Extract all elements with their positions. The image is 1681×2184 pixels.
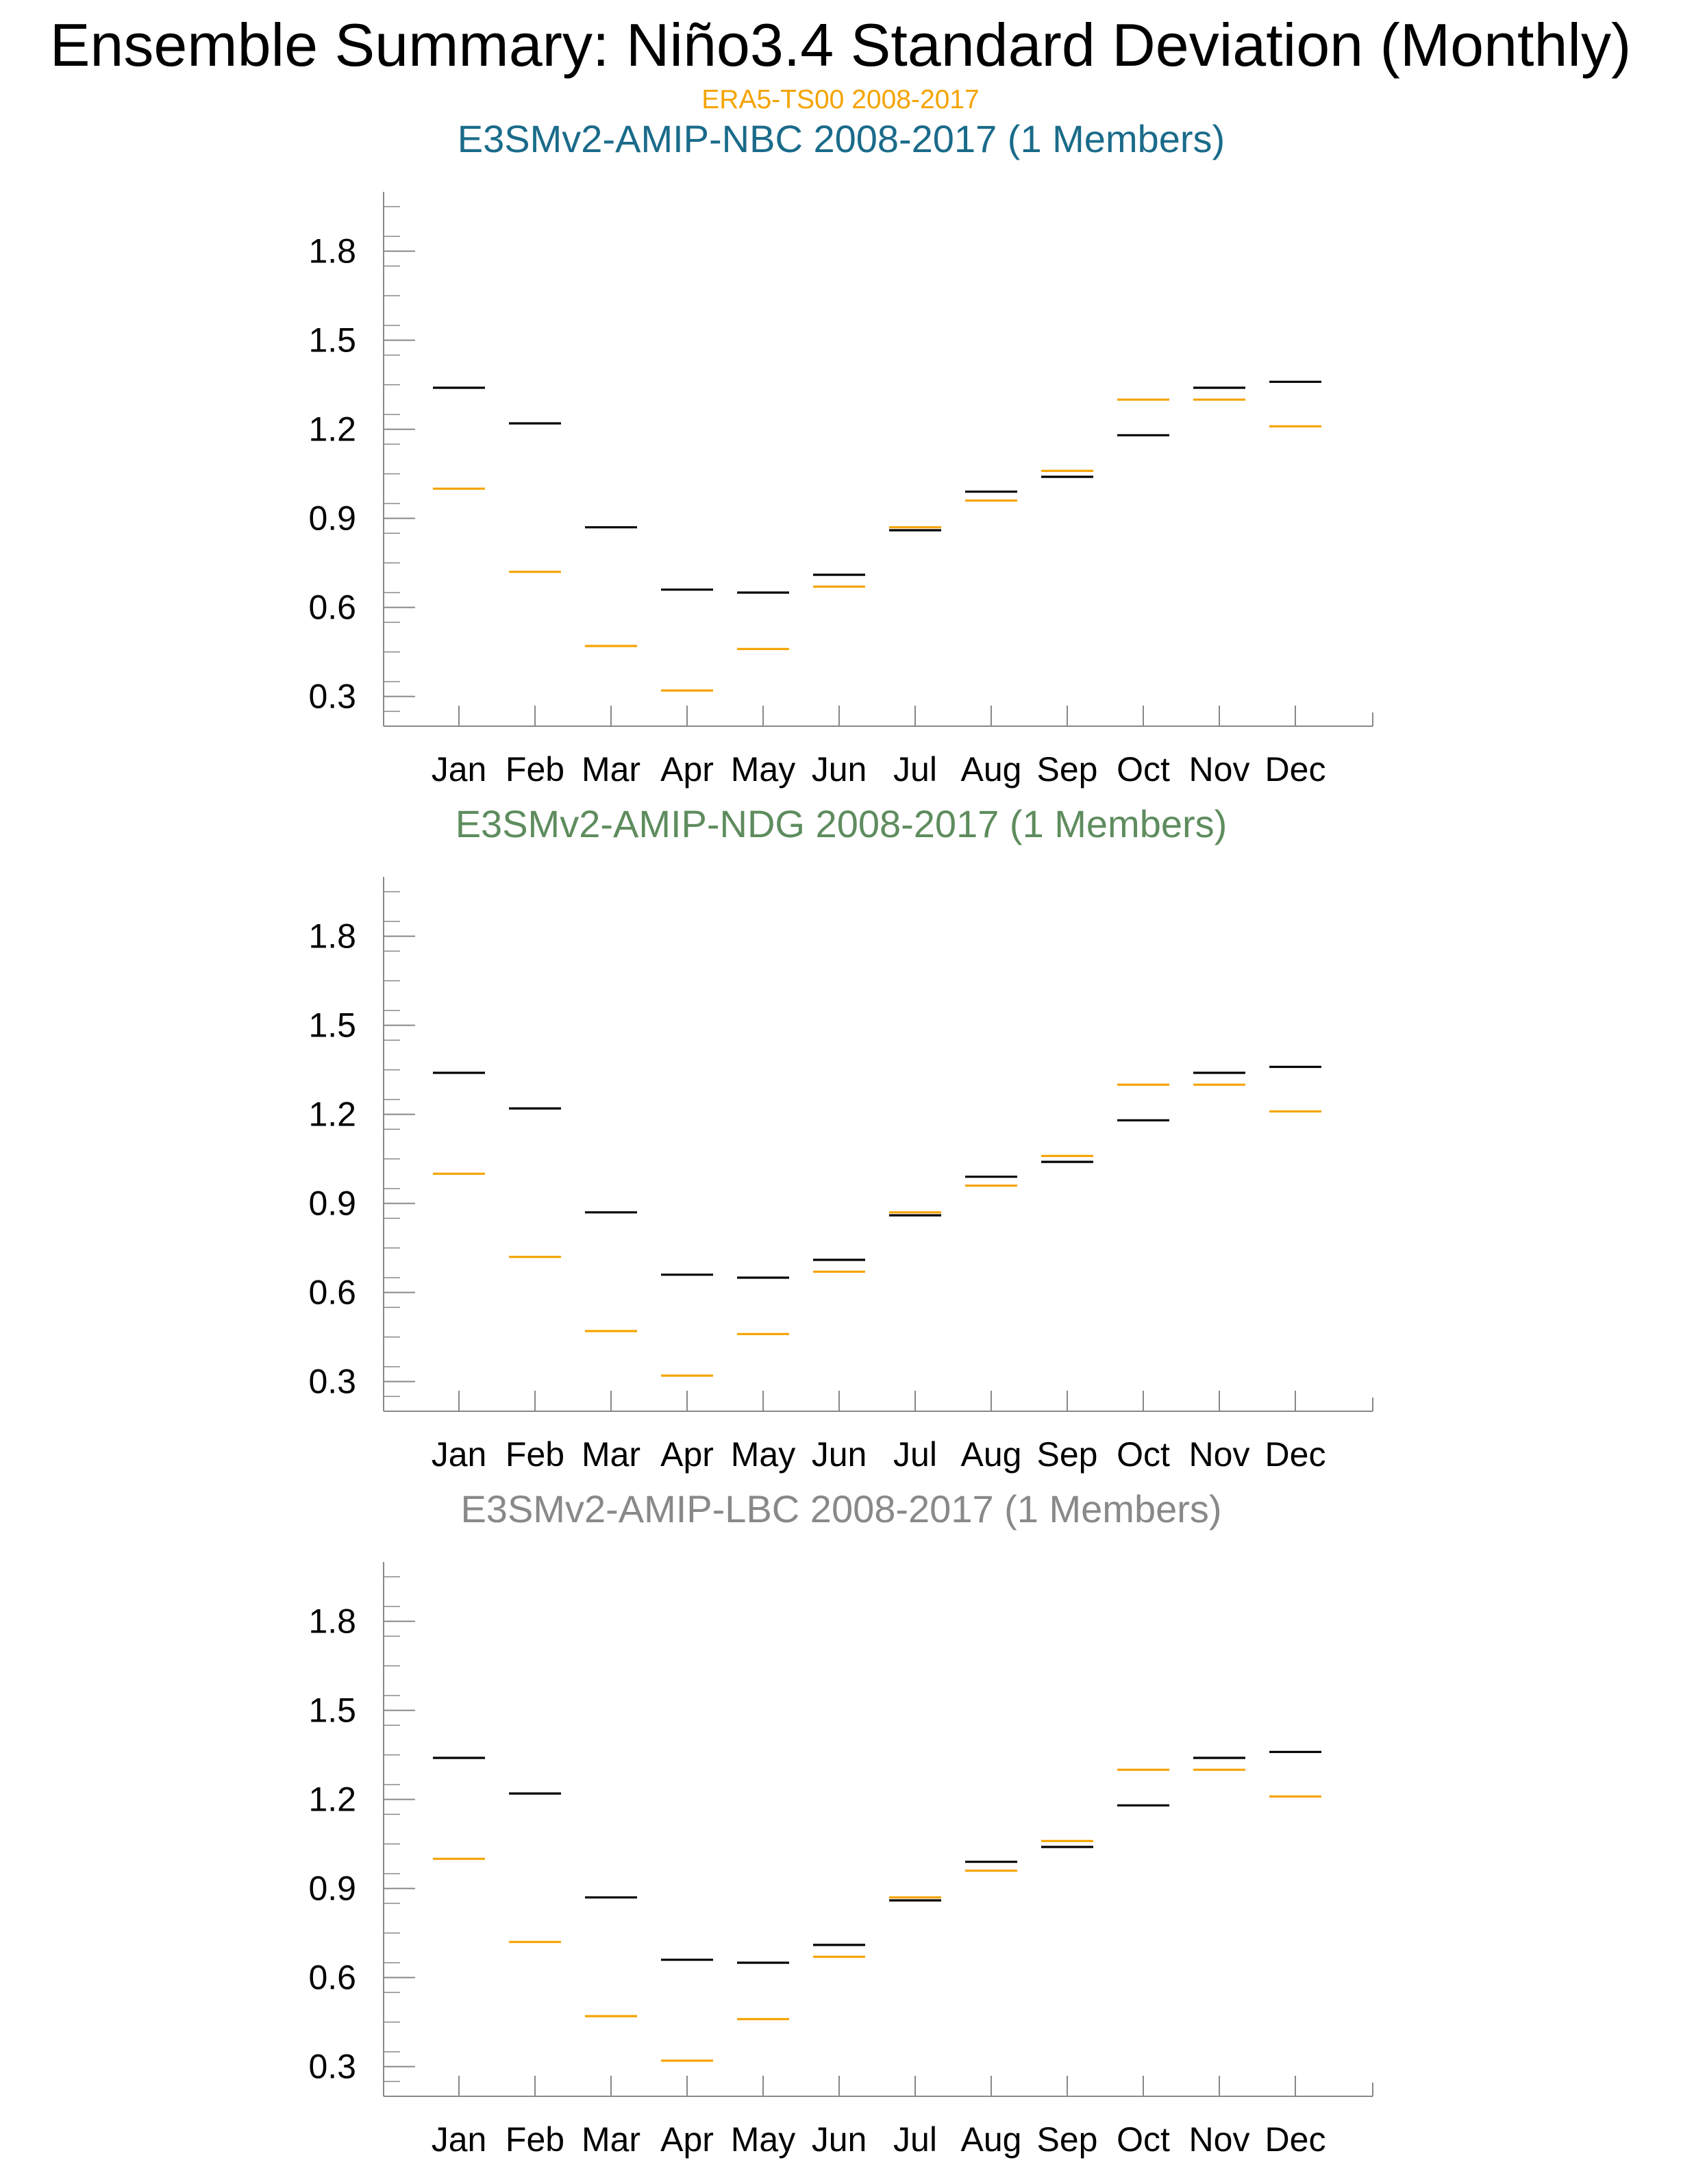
y-tick-label: 0.6 (308, 1274, 356, 1312)
y-tick-label: 0.9 (308, 499, 356, 538)
x-tick-label: Apr (660, 750, 714, 789)
y-tick-label: 1.8 (308, 917, 356, 956)
y-tick-label: 1.5 (308, 1006, 356, 1045)
x-tick-label: Dec (1265, 750, 1326, 789)
y-tick-label: 1.2 (308, 1780, 356, 1819)
x-tick-label: Apr (660, 2120, 714, 2159)
x-tick-label: Mar (582, 1435, 640, 1474)
x-tick-label: Jul (893, 750, 937, 789)
chart-panel-3: E3SMv2-AMIP-LBC 2008-2017 (1 Members) 0.3… (308, 1487, 1373, 2159)
x-tick-label: Aug (961, 750, 1022, 789)
x-tick-label: Dec (1265, 2120, 1326, 2159)
x-tick-label: Aug (961, 1435, 1022, 1474)
y-tick-label: 0.3 (308, 1363, 356, 1401)
y-tick-label: 0.3 (308, 678, 356, 716)
y-tick-label: 0.3 (308, 2048, 356, 2086)
chart-panel-2: E3SMv2-AMIP-NDG 2008-2017 (1 Members) 0.3… (308, 802, 1373, 1474)
x-tick-label: Aug (961, 2120, 1022, 2159)
x-tick-label: Mar (582, 750, 640, 789)
y-tick-label: 1.2 (308, 1095, 356, 1134)
observation-subtitle: ERA5-TS00 2008-2017 (701, 85, 980, 114)
y-tick-label: 1.8 (308, 1602, 356, 1641)
x-tick-label: Feb (506, 2120, 564, 2159)
x-tick-label: Apr (660, 1435, 714, 1474)
x-tick-label: Jun (812, 2120, 867, 2159)
x-tick-label: Sep (1037, 2120, 1098, 2159)
x-tick-label: Jul (893, 2120, 937, 2159)
y-tick-label: 0.6 (308, 588, 356, 627)
x-tick-label: Jun (812, 1435, 867, 1474)
x-tick-label: May (731, 2120, 795, 2159)
x-tick-label: Jan (432, 1435, 487, 1474)
x-tick-label: Jun (812, 750, 867, 789)
panel-title: E3SMv2-AMIP-NDG 2008-2017 (1 Members) (456, 802, 1228, 845)
chart-panel-1: E3SMv2-AMIP-NBC 2008-2017 (1 Members) 0.3… (308, 117, 1373, 789)
x-tick-label: Mar (582, 2120, 640, 2159)
x-tick-label: Jan (432, 2120, 487, 2159)
x-tick-label: Nov (1189, 1435, 1250, 1474)
x-tick-label: Nov (1189, 2120, 1250, 2159)
x-tick-label: Sep (1037, 1435, 1098, 1474)
y-tick-label: 0.9 (308, 1184, 356, 1223)
x-tick-label: Oct (1117, 750, 1170, 789)
panel-title: E3SMv2-AMIP-LBC 2008-2017 (1 Members) (460, 1487, 1221, 1530)
x-tick-label: Nov (1189, 750, 1250, 789)
x-tick-label: Jan (432, 750, 487, 789)
x-tick-label: Feb (506, 1435, 564, 1474)
y-tick-label: 1.2 (308, 410, 356, 449)
x-tick-label: Sep (1037, 750, 1098, 789)
y-tick-label: 1.5 (308, 321, 356, 360)
x-tick-label: May (731, 1435, 795, 1474)
y-tick-label: 0.6 (308, 1959, 356, 1997)
figure-title: Ensemble Summary: Niño3.4 Standard Devia… (49, 11, 1632, 79)
x-tick-label: May (731, 750, 795, 789)
panel-title: E3SMv2-AMIP-NBC 2008-2017 (1 Members) (458, 117, 1225, 160)
x-tick-label: Feb (506, 750, 564, 789)
y-tick-label: 0.9 (308, 1870, 356, 1908)
y-tick-label: 1.5 (308, 1691, 356, 1730)
x-tick-label: Dec (1265, 1435, 1326, 1474)
y-tick-label: 1.8 (308, 232, 356, 271)
x-tick-label: Oct (1117, 2120, 1170, 2159)
x-tick-label: Oct (1117, 1435, 1170, 1474)
x-tick-label: Jul (893, 1435, 937, 1474)
